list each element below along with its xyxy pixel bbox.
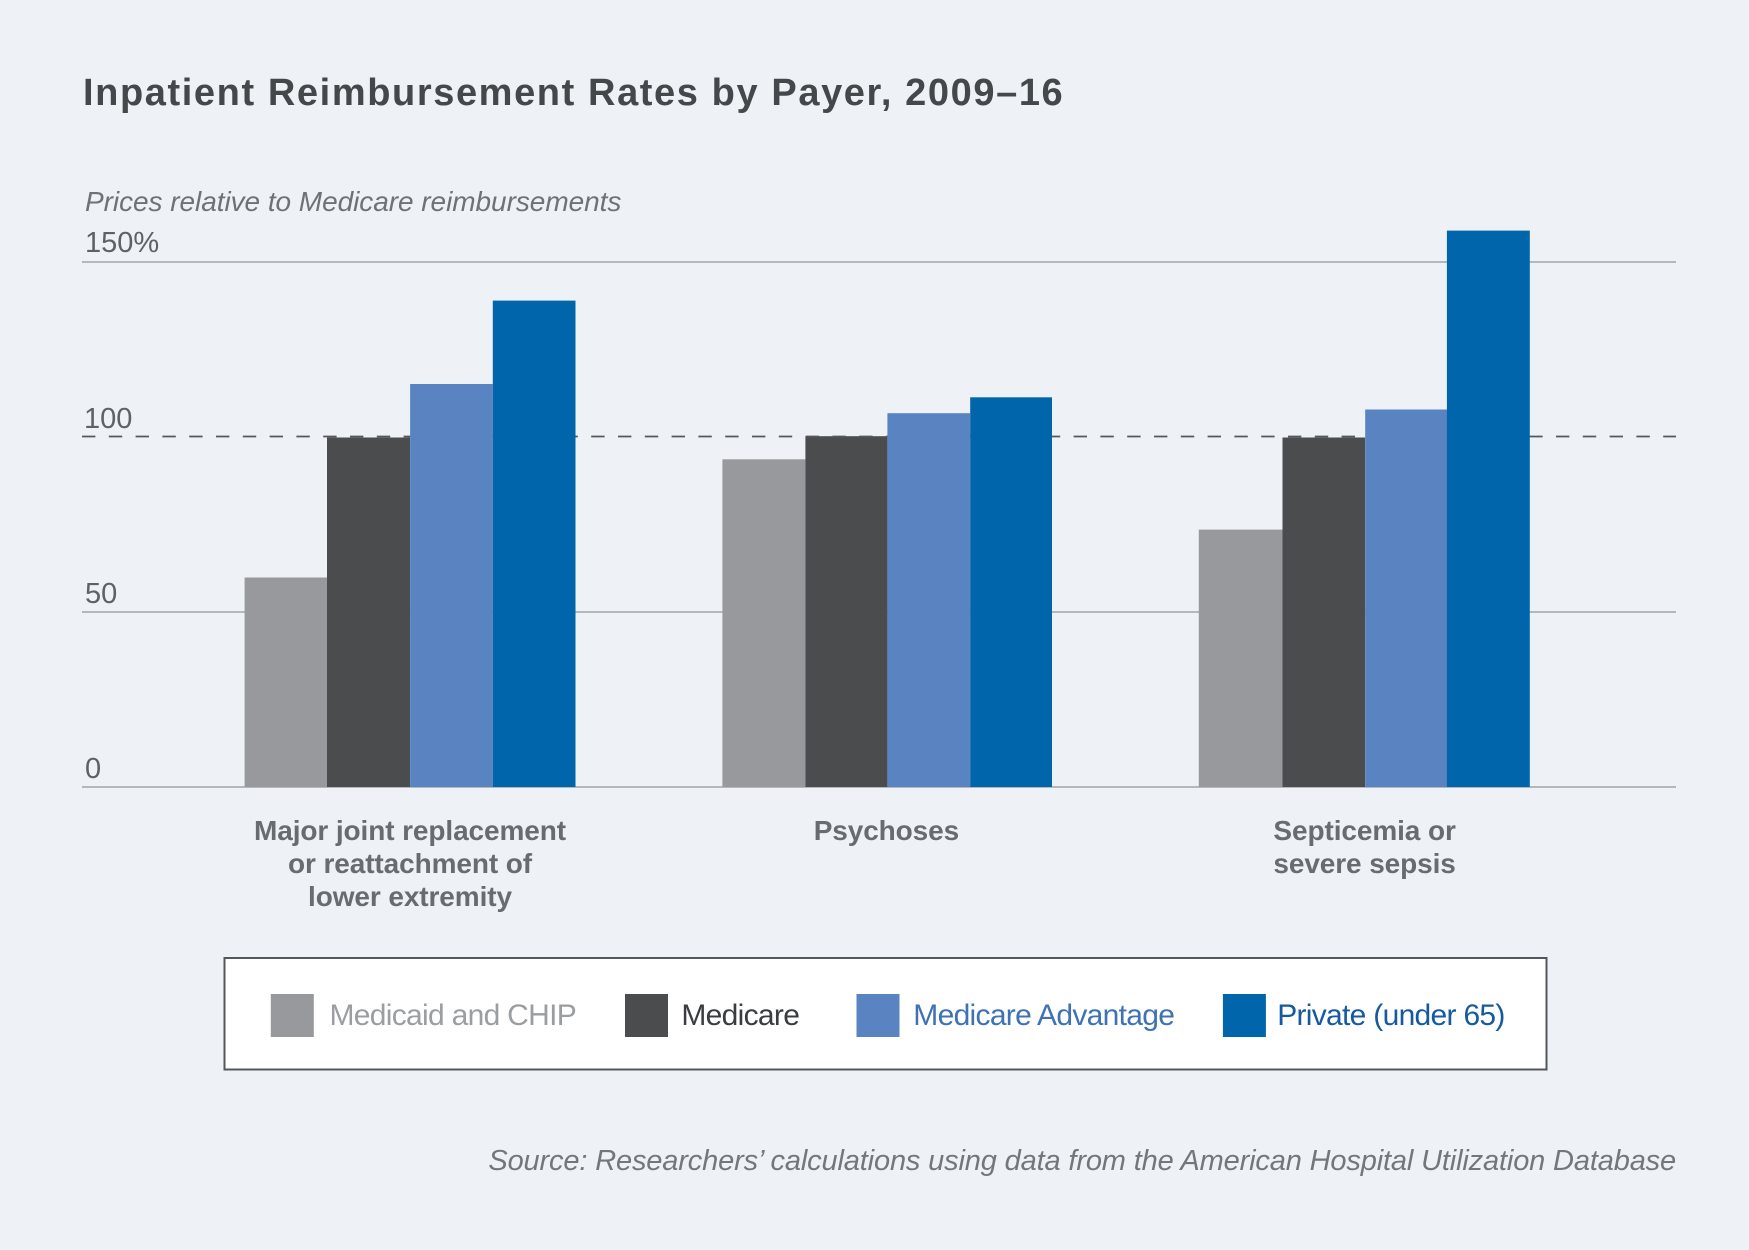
svg-text:Medicaid and CHIP: Medicaid and CHIP xyxy=(330,999,577,1032)
svg-text:Medicare: Medicare xyxy=(681,999,799,1032)
svg-text:Septicemia or: Septicemia or xyxy=(1273,815,1456,846)
svg-text:Inpatient Reimbursement Rates: Inpatient Reimbursement Rates by Payer, … xyxy=(83,72,1064,114)
svg-text:Prices relative to Medicare re: Prices relative to Medicare reimbursemen… xyxy=(85,186,621,217)
svg-text:100: 100 xyxy=(84,403,132,435)
svg-text:50: 50 xyxy=(85,578,117,610)
svg-text:severe sepsis: severe sepsis xyxy=(1273,848,1455,879)
svg-text:150%: 150% xyxy=(85,227,159,259)
svg-text:or reattachment of: or reattachment of xyxy=(288,848,533,879)
svg-text:0: 0 xyxy=(85,753,101,785)
svg-text:Major joint replacement: Major joint replacement xyxy=(254,815,566,846)
svg-text:Medicare Advantage: Medicare Advantage xyxy=(913,999,1174,1032)
svg-text:Psychoses: Psychoses xyxy=(814,815,959,846)
svg-text:Private (under 65): Private (under 65) xyxy=(1277,999,1505,1032)
svg-text:Source: Researchers’ calculati: Source: Researchers’ calculations using … xyxy=(488,1145,1676,1177)
svg-text:lower extremity: lower extremity xyxy=(308,881,512,912)
